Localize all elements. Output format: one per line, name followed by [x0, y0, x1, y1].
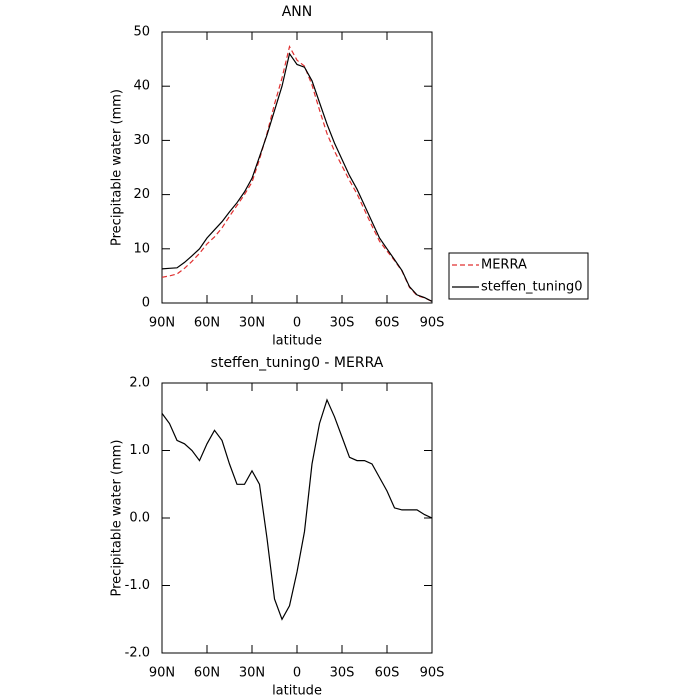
legend-label: steffen_tuning0 — [481, 280, 583, 295]
legend-label: MERRA — [481, 258, 527, 273]
x-tick-label: 60S — [375, 316, 400, 331]
x-tick-label: 60N — [194, 316, 220, 331]
y-tick-label: 20 — [133, 187, 150, 202]
y-tick-label: 0 — [142, 296, 150, 311]
y-tick-label: 2.0 — [129, 376, 150, 391]
x-tick-label: 90S — [420, 316, 445, 331]
legend-box — [448, 252, 589, 300]
x-tick-label: 0 — [293, 666, 301, 681]
data-line — [161, 44, 433, 302]
legend: MERRA steffen_tuning0 — [448, 252, 589, 300]
data-line — [161, 52, 433, 302]
x-axis-label: latitude — [272, 334, 322, 349]
y-tick-label: -1.0 — [125, 578, 150, 593]
plot-frame — [161, 31, 433, 304]
x-axis-label: latitude — [272, 684, 322, 699]
y-tick-label: 1.0 — [129, 443, 150, 458]
x-tick-label: 30N — [239, 316, 265, 331]
y-axis-label: Precipitable water (mm) — [110, 440, 125, 597]
x-tick-label: 90S — [420, 666, 445, 681]
x-tick-label: 30N — [239, 666, 265, 681]
x-tick-label: 90N — [149, 666, 175, 681]
x-tick-label: 30S — [330, 316, 355, 331]
y-tick-label: 30 — [133, 133, 150, 148]
y-tick-label: -2.0 — [125, 646, 150, 661]
data-line — [161, 398, 433, 621]
y-tick-label: 0.0 — [129, 511, 150, 526]
chart-title: ANN — [282, 4, 313, 20]
y-tick-label: 10 — [133, 241, 150, 256]
x-tick-label: 30S — [330, 666, 355, 681]
plot-frame — [161, 382, 433, 654]
y-tick-label: 50 — [133, 25, 150, 40]
y-axis-label: Precipitable water (mm) — [110, 89, 125, 246]
x-tick-label: 0 — [293, 316, 301, 331]
x-tick-label: 60N — [194, 666, 220, 681]
x-tick-label: 60S — [375, 666, 400, 681]
x-tick-label: 90N — [149, 316, 175, 331]
chart-title: steffen_tuning0 - MERRA — [211, 355, 384, 371]
y-tick-label: 40 — [133, 79, 150, 94]
